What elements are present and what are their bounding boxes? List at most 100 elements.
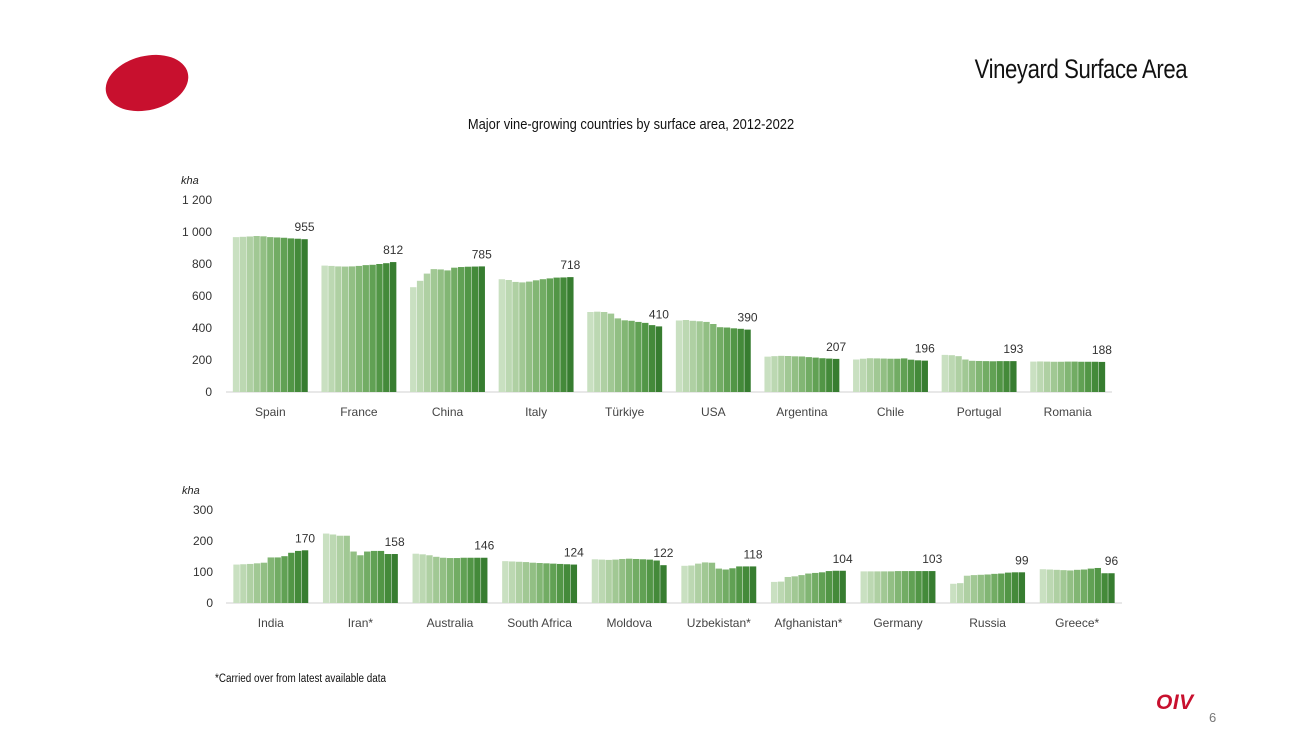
- data-label-final-value: 193: [1003, 342, 1023, 356]
- data-label-final-value: 410: [649, 307, 669, 321]
- bar-germany-2015: [881, 571, 888, 603]
- page-number: 6: [1209, 710, 1217, 725]
- bar-russia-2022: [1018, 572, 1026, 603]
- bar-uzbekistan-2021: [743, 566, 750, 603]
- bar-germany-2019: [908, 571, 915, 603]
- y-tick-label: 200: [193, 534, 213, 548]
- bar-greece-2020: [1094, 567, 1101, 603]
- bar-portugal-2018: [982, 361, 990, 392]
- bar-romania-2016: [1057, 361, 1065, 392]
- bar-chile-2017: [887, 358, 894, 392]
- y-tick-label: 200: [192, 353, 212, 367]
- bar-argentina-2021: [826, 358, 833, 392]
- bar-afghanistan-2022: [839, 570, 846, 603]
- bar-southafrica-2012: [502, 561, 509, 603]
- bar-greece-2015: [1060, 570, 1067, 603]
- bar-greece-2017: [1074, 569, 1081, 603]
- bar-russia-2018: [991, 573, 998, 603]
- bar-moldova-2017: [626, 558, 633, 603]
- y-tick-label: 600: [192, 289, 212, 303]
- bar-romania-2020: [1085, 361, 1092, 392]
- bar-germany-2017: [894, 571, 902, 603]
- bar-australia-2017: [446, 558, 454, 603]
- bar-afghanistan-2013: [777, 581, 785, 603]
- bar-chile-2012: [853, 359, 860, 392]
- bar-spain-2012: [232, 237, 240, 392]
- x-category-label: Germany: [873, 616, 922, 630]
- bar-iran-2019: [370, 550, 378, 603]
- bar-iran-2014: [336, 535, 344, 603]
- data-label-final-value: 118: [743, 547, 762, 561]
- bar-spain-2018: [273, 237, 281, 392]
- bar-spain-2015: [253, 236, 260, 392]
- y-axis-unit-label: kha: [181, 175, 199, 187]
- bar-romania-2015: [1050, 361, 1058, 392]
- bar-china-2014: [423, 273, 431, 392]
- bar-portugal-2012: [941, 354, 949, 392]
- x-category-label: Italy: [525, 405, 547, 419]
- bar-chile-2018: [894, 358, 901, 392]
- x-category-label: Afghanistan*: [774, 616, 842, 630]
- bar-afghanistan-2015: [791, 576, 798, 603]
- bar-russia-2019: [998, 573, 1005, 603]
- bar-germany-2021: [922, 571, 929, 603]
- bar-iran-2020: [377, 550, 385, 603]
- bar-trkiye-2021: [648, 325, 656, 392]
- data-label-final-value: 955: [295, 220, 315, 234]
- bar-chile-2020: [907, 359, 915, 392]
- page-title: Vineyard Surface Area: [974, 54, 1187, 84]
- bar-southafrica-2018: [543, 563, 550, 603]
- bar-argentina-2019: [812, 357, 819, 392]
- bar-france-2016: [348, 266, 356, 392]
- bar-trkiye-2013: [594, 311, 601, 392]
- bar-usa-2019: [723, 327, 731, 392]
- bar-portugal-2019: [989, 361, 996, 392]
- bar-australia-2016: [439, 557, 447, 603]
- bar-spain-2020: [287, 238, 295, 392]
- bar-india-2013: [240, 564, 247, 603]
- bar-russia-2015: [970, 575, 978, 603]
- bar-chile-2015: [873, 358, 880, 392]
- data-label-final-value: 103: [922, 552, 942, 566]
- y-tick-label: 800: [192, 257, 212, 271]
- bar-chile-2021: [914, 360, 922, 392]
- x-category-label: Romania: [1044, 405, 1092, 419]
- bar-afghanistan-2016: [798, 575, 805, 603]
- y-tick-label: 400: [192, 321, 212, 335]
- bar-uzbekistan-2013: [688, 565, 695, 603]
- bar-moldova-2012: [591, 559, 599, 603]
- data-label-final-value: 170: [295, 531, 315, 545]
- bar-argentina-2015: [785, 356, 792, 392]
- bar-iran-2022: [391, 554, 398, 603]
- bar-india-2012: [233, 564, 240, 603]
- bar-india-2015: [253, 563, 261, 603]
- bar-iran-2021: [384, 554, 391, 603]
- bar-afghanistan-2019: [818, 572, 826, 603]
- oiv-brand-mark: OIV: [1156, 691, 1194, 714]
- x-category-label: Uzbekistan*: [687, 616, 751, 630]
- y-axis-unit-label: kha: [182, 485, 200, 497]
- bar-france-2013: [328, 265, 335, 392]
- bar-romania-2017: [1064, 361, 1071, 392]
- bar-australia-2021: [474, 557, 481, 603]
- bar-russia-2012: [950, 583, 957, 603]
- y-tick-label: 100: [193, 565, 213, 579]
- bar-india-2021: [295, 550, 302, 603]
- bar-italy-2016: [526, 281, 533, 392]
- bar-southafrica-2020: [556, 563, 564, 603]
- bar-greece-2013: [1046, 569, 1053, 603]
- bar-australia-2013: [419, 554, 426, 603]
- bar-trkiye-2017: [621, 320, 628, 392]
- bar-usa-2015: [696, 321, 703, 392]
- bar-russia-2013: [957, 583, 964, 603]
- bar-moldova-2021: [653, 560, 660, 603]
- bar-spain-2019: [280, 237, 288, 392]
- x-category-label: Australia: [427, 616, 474, 630]
- bar-greece-2022: [1108, 573, 1115, 603]
- bar-southafrica-2014: [515, 561, 523, 603]
- bar-usa-2021: [737, 328, 744, 392]
- bar-moldova-2022: [660, 565, 667, 603]
- bar-china-2018: [451, 267, 458, 392]
- bar-india-2018: [274, 557, 281, 603]
- x-category-label: South Africa: [507, 616, 572, 630]
